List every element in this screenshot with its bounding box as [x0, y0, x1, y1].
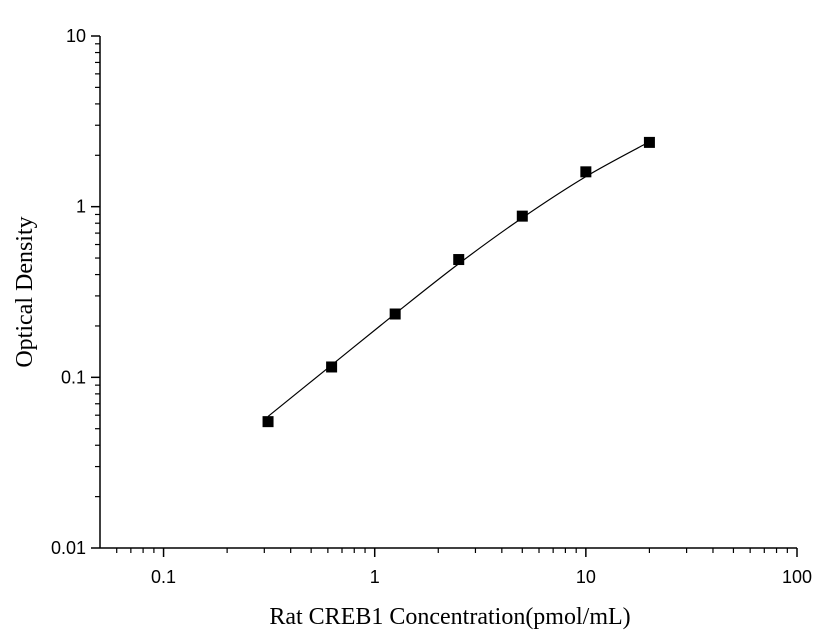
data-point: [453, 254, 465, 266]
data-point: [643, 136, 655, 148]
x-tick-label: 0.1: [151, 567, 176, 587]
data-point: [389, 308, 401, 320]
data-point: [580, 166, 592, 178]
y-axis-title: Optical Density: [12, 216, 38, 367]
fit-curve-line: [267, 141, 650, 417]
y-tick-label: 1: [76, 197, 86, 217]
x-tick-label: 10: [576, 567, 596, 587]
x-tick-label: 100: [782, 567, 812, 587]
data-point: [326, 361, 338, 373]
data-point: [262, 416, 274, 428]
data-points-layer: [262, 136, 655, 428]
fit-curve-layer: [267, 141, 650, 417]
y-tick-label: 0.1: [61, 367, 86, 387]
y-tick-label: 0.01: [51, 538, 86, 558]
axes: 0.1 1 10 100 0.01 0.1 1 10: [51, 26, 812, 587]
data-point: [516, 210, 528, 222]
x-tick-label: 1: [370, 567, 380, 587]
y-tick-label: 10: [66, 26, 86, 46]
x-axis-title: Rat CREB1 Concentration(pmol/mL): [269, 604, 630, 630]
